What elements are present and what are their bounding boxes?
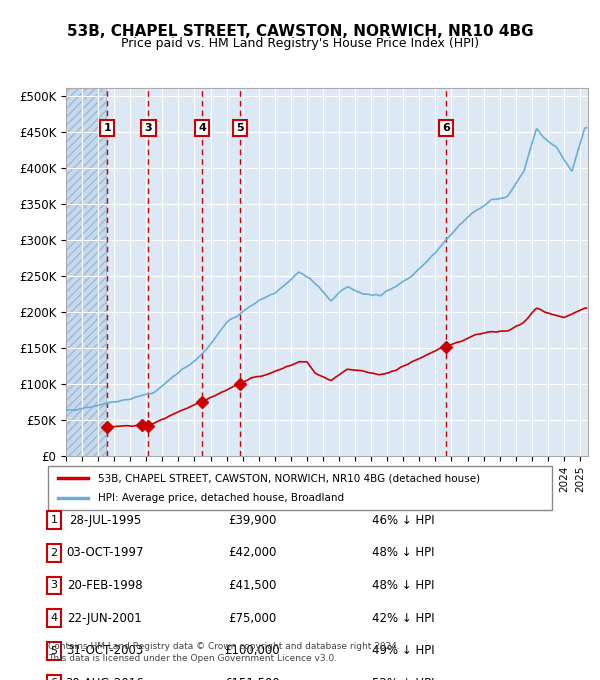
Text: 30-AUG-2016: 30-AUG-2016 [65,677,145,680]
Text: 53B, CHAPEL STREET, CAWSTON, NORWICH, NR10 4BG: 53B, CHAPEL STREET, CAWSTON, NORWICH, NR… [67,24,533,39]
Text: 2: 2 [50,548,58,558]
Text: 31-OCT-2003: 31-OCT-2003 [67,644,143,658]
Text: 6: 6 [50,679,58,680]
Text: HPI: Average price, detached house, Broadland: HPI: Average price, detached house, Broa… [98,492,344,503]
Text: 46% ↓ HPI: 46% ↓ HPI [372,513,434,527]
Text: 20-FEB-1998: 20-FEB-1998 [67,579,143,592]
Text: 48% ↓ HPI: 48% ↓ HPI [372,579,434,592]
Text: 5: 5 [50,646,58,656]
Text: 22-JUN-2001: 22-JUN-2001 [68,611,142,625]
Text: 03-OCT-1997: 03-OCT-1997 [66,546,144,560]
Text: £41,500: £41,500 [228,579,276,592]
Text: 52% ↓ HPI: 52% ↓ HPI [372,677,434,680]
Text: 6: 6 [442,123,450,133]
FancyBboxPatch shape [48,466,552,510]
Text: £75,000: £75,000 [228,611,276,625]
Bar [66,88,106,456]
Text: £42,000: £42,000 [228,546,276,560]
Text: This data is licensed under the Open Government Licence v3.0.: This data is licensed under the Open Gov… [48,654,337,663]
Text: 1: 1 [50,515,58,525]
Text: 42% ↓ HPI: 42% ↓ HPI [372,611,434,625]
Text: 1: 1 [103,123,111,133]
Text: Contains HM Land Registry data © Crown copyright and database right 2024.: Contains HM Land Registry data © Crown c… [48,642,400,651]
Text: 3: 3 [50,581,58,590]
Text: £100,000: £100,000 [224,644,280,658]
Text: 48% ↓ HPI: 48% ↓ HPI [372,546,434,560]
Text: 5: 5 [236,123,244,133]
Text: £151,500: £151,500 [224,677,280,680]
Text: £39,900: £39,900 [228,513,276,527]
Text: 4: 4 [198,123,206,133]
Text: 4: 4 [50,613,58,623]
Text: Price paid vs. HM Land Registry's House Price Index (HPI): Price paid vs. HM Land Registry's House … [121,37,479,50]
Text: 49% ↓ HPI: 49% ↓ HPI [372,644,434,658]
Text: 3: 3 [145,123,152,133]
Text: 28-JUL-1995: 28-JUL-1995 [69,513,141,527]
Text: 53B, CHAPEL STREET, CAWSTON, NORWICH, NR10 4BG (detached house): 53B, CHAPEL STREET, CAWSTON, NORWICH, NR… [98,473,481,483]
